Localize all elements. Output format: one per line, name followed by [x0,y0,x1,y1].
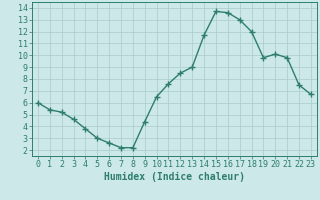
X-axis label: Humidex (Indice chaleur): Humidex (Indice chaleur) [104,172,245,182]
